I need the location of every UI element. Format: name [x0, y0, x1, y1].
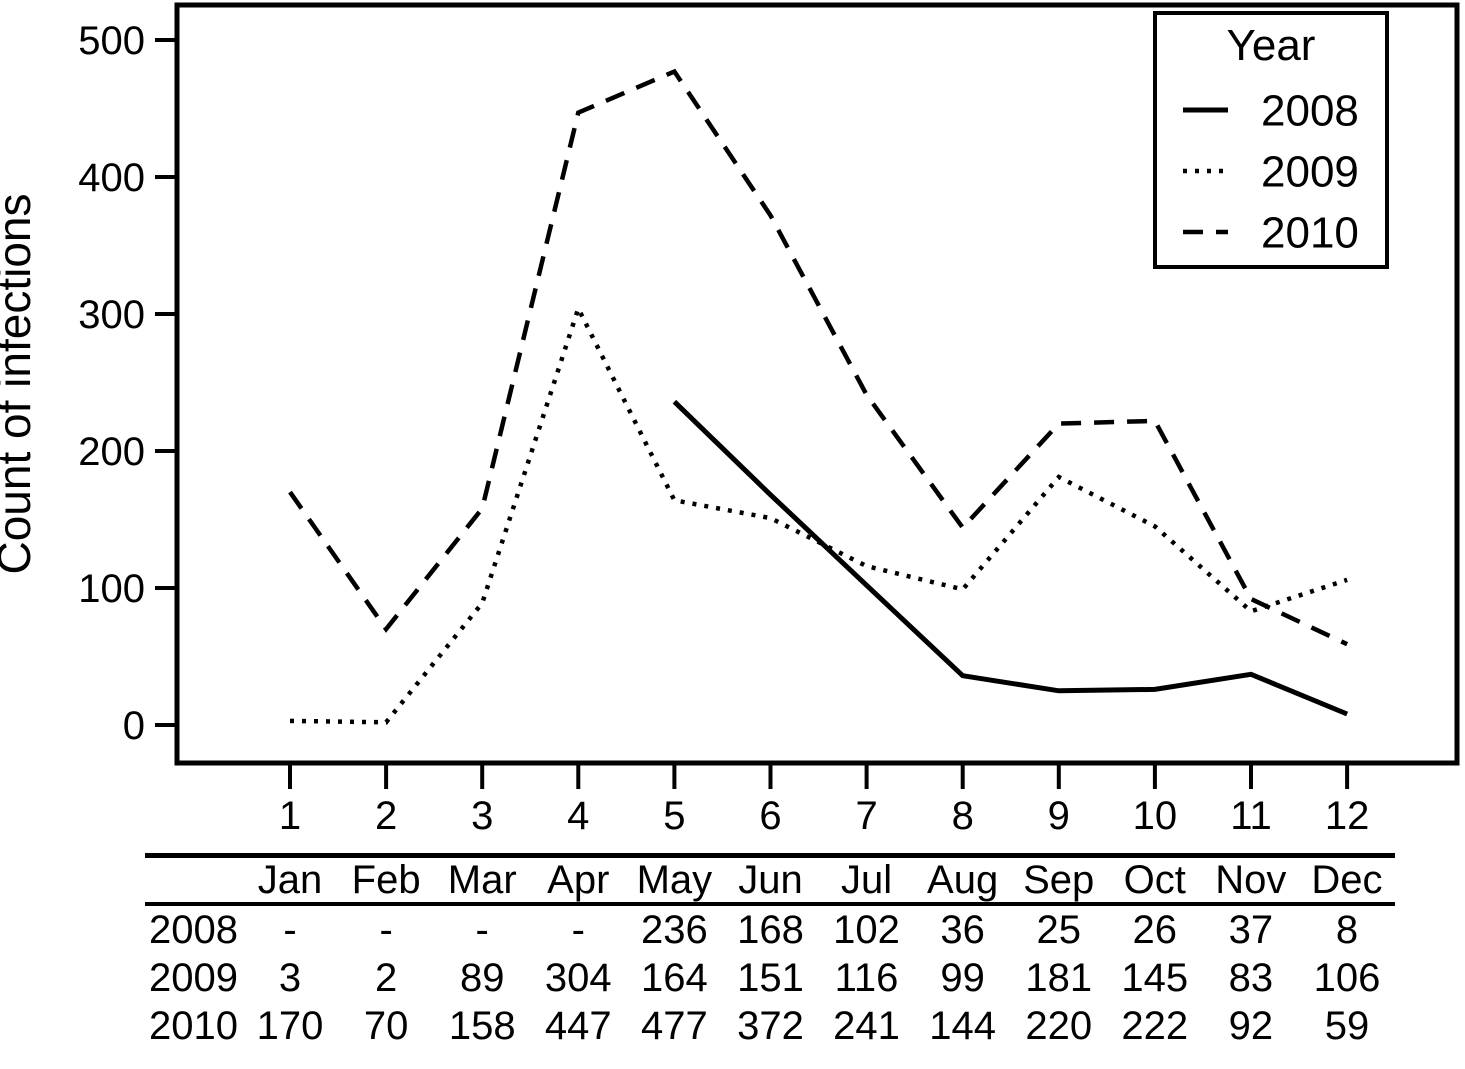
y-axis-ticks: 0 100 200 300 400 500: [78, 19, 177, 748]
x-tick-label: 2: [375, 794, 397, 838]
y-tick-label: 400: [78, 156, 145, 200]
table-year-label: 2008: [149, 907, 238, 952]
x-tick-label: 1: [279, 794, 301, 838]
legend-entries: 2008 2009 2010: [1183, 86, 1359, 257]
table-value-cell: 372: [737, 1003, 804, 1048]
table-value-cell: 236: [640, 907, 708, 952]
table-value-cell: 222: [1121, 1003, 1189, 1048]
legend-label-2010: 2010: [1261, 208, 1359, 257]
table-header-row: Jan Feb Mar Apr May Jun Jul Aug Sep Oct Nov Dec: [145, 858, 1395, 906]
table-month-header: May: [636, 858, 713, 902]
table-value-cell: 3: [278, 955, 302, 1000]
plot-area-border: [174, 2, 1460, 766]
table-month-header: Dec: [1311, 858, 1383, 902]
table-value-cell: 59: [1324, 1003, 1370, 1048]
table-value-cell: 102: [833, 907, 900, 952]
table-value-cell: 106: [1313, 955, 1381, 1000]
y-axis-title: Count of infections: [0, 193, 40, 574]
y-tick-label: 100: [78, 567, 145, 611]
y-tick-label: 0: [123, 704, 145, 748]
x-tick-label: 11: [1230, 794, 1272, 838]
table-row: 2009 3 2 89 304 164 151 116 99 181 145 83 106: [145, 954, 1395, 1002]
table-value-cell: 241: [833, 1003, 900, 1048]
table-value-cell: 83: [1228, 955, 1274, 1000]
table-value-cell: 447: [544, 1003, 612, 1048]
table-month-header: Jul: [840, 858, 893, 902]
legend-label-2008: 2008: [1261, 86, 1359, 135]
table-value-cell: 170: [256, 1003, 324, 1048]
table-value-cell: 36: [940, 907, 985, 952]
legend-border: [1153, 11, 1389, 269]
table-row: 2010 170 70 158 447 477 372 241 144 220 222 92 59: [145, 1002, 1395, 1050]
table-value-cell: 2: [374, 955, 398, 1000]
table-value-cell: 92: [1228, 1003, 1274, 1048]
x-axis-ticks: 1 2 3 4 5 6 7 8 9 10 11 12: [279, 763, 1369, 838]
x-tick-label: 6: [759, 794, 781, 838]
table-value-cell: 168: [737, 907, 804, 952]
x-tick-label: 3: [471, 794, 493, 838]
table-value-cell: 70: [363, 1003, 409, 1048]
table-value-cell: 37: [1228, 907, 1274, 952]
table-month-header: Feb: [351, 858, 421, 902]
y-tick-label: 500: [78, 19, 145, 63]
series-line-2008: [672, 399, 1349, 717]
chart-series-lines: [288, 68, 1349, 725]
x-tick-label: 10: [1133, 794, 1178, 838]
x-tick-label: 12: [1325, 794, 1370, 838]
table-value-cell: 116: [834, 955, 899, 1000]
table-value-cell: -: [379, 907, 393, 952]
table-value-cell: 158: [448, 1003, 516, 1048]
table-value-cell: 26: [1132, 907, 1178, 952]
legend-title: Year: [1227, 21, 1316, 70]
x-tick-label: 9: [1048, 794, 1070, 838]
x-tick-label: 8: [952, 794, 974, 838]
table-month-header: Sep: [1023, 858, 1095, 902]
table-year-label: 2010: [149, 1003, 238, 1048]
table-value-cell: -: [283, 907, 297, 952]
series-line-2010: [288, 68, 1349, 647]
table-value-cell: 145: [1121, 955, 1189, 1000]
table-year-label: 2009: [149, 955, 238, 1000]
table-value-cell: 8: [1335, 907, 1359, 952]
table-value-cell: 144: [929, 1003, 996, 1048]
table-value-cell: 164: [640, 955, 708, 1000]
table-value-cell: 304: [544, 955, 612, 1000]
y-tick-label: 200: [78, 430, 145, 474]
table-value-cell: 181: [1025, 955, 1093, 1000]
x-tick-label: 7: [855, 794, 877, 838]
table-row: 2008- - - -236 168 102 36 25 26 37 8: [145, 906, 1395, 954]
x-tick-label: 4: [567, 794, 589, 838]
table-month-header: Jun: [738, 858, 803, 902]
table-month-header: Apr: [547, 858, 610, 902]
table-value-cell: 220: [1025, 1003, 1093, 1048]
table-month-header: Aug: [927, 858, 999, 902]
legend: Year 2008 2009 2010: [1153, 11, 1389, 269]
table-month-header: Mar: [447, 858, 517, 902]
table-value-cell: 477: [640, 1003, 708, 1048]
data-table: Jan Feb Mar Apr May Jun Jul Aug Sep Oct Nov Dec 2008…: [145, 853, 1395, 1050]
table-value-cell: -: [475, 907, 489, 952]
legend-label-2009: 2009: [1261, 147, 1359, 196]
table-value-cell: 151: [737, 955, 804, 1000]
y-tick-label: 300: [78, 293, 145, 337]
x-tick-label: 5: [663, 794, 685, 838]
table-value-cell: 99: [940, 955, 985, 1000]
table-value-cell: 25: [1036, 907, 1081, 952]
table-month-header: Jan: [257, 858, 323, 902]
table-month-header: Oct: [1123, 858, 1186, 902]
series-line-2009: [289, 302, 1348, 725]
table-value-cell: 89: [459, 955, 505, 1000]
table-value-cell: -: [571, 907, 585, 952]
table-month-header: Nov: [1215, 858, 1287, 902]
